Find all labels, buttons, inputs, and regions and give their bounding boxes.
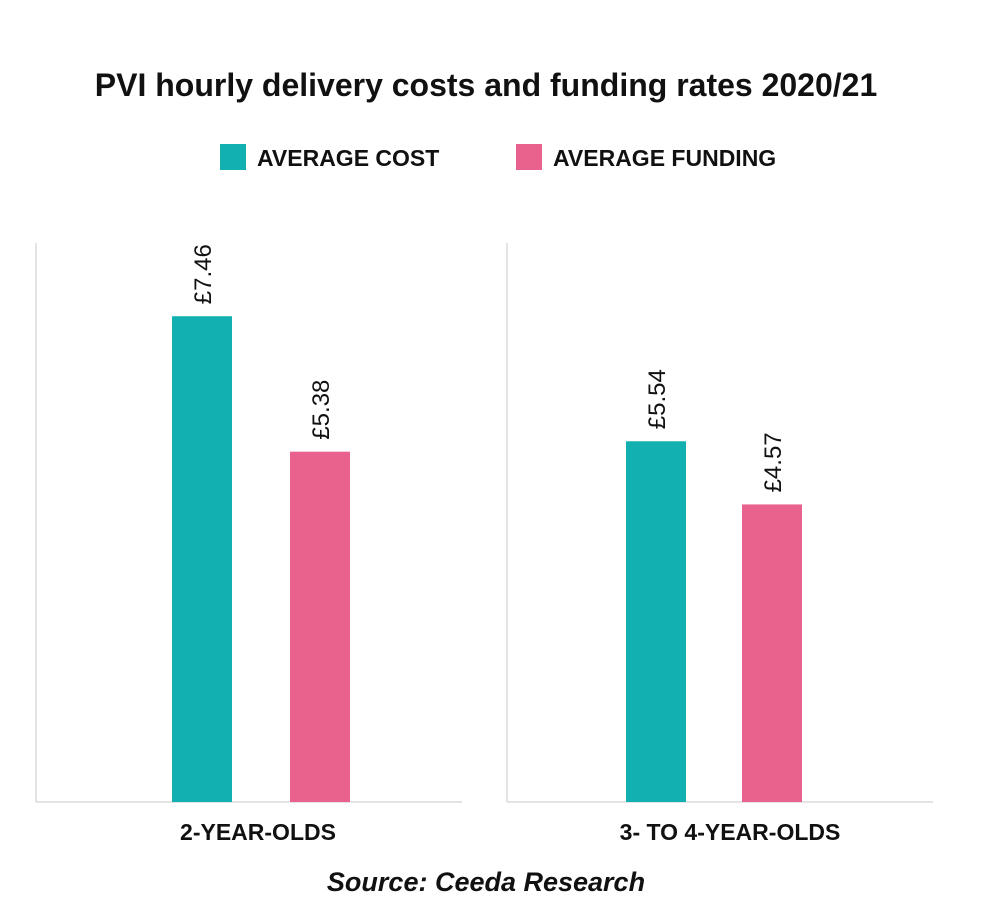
legend-swatch-average-funding: [516, 144, 542, 170]
bar-average-funding-2-year-olds: [290, 451, 350, 802]
chart-title: PVI hourly delivery costs and funding ra…: [95, 67, 878, 103]
panel-2-year-olds: [35, 243, 462, 803]
value-labels: £7.46 £5.38 £5.54 £4.57: [190, 244, 787, 492]
bar-average-cost-2-year-olds: [172, 316, 232, 802]
bar-average-funding-3-to-4-year-olds: [742, 504, 802, 802]
legend-swatch-average-cost: [220, 144, 246, 170]
legend-label-average-cost: AVERAGE COST: [257, 145, 439, 171]
value-label-average-funding-3-to-4-year-olds: £4.57: [760, 432, 787, 492]
panel-3-to-4-year-olds: [506, 243, 933, 803]
value-label-average-funding-2-year-olds: £5.38: [308, 380, 335, 440]
bars: [172, 316, 802, 802]
legend-label-average-funding: AVERAGE FUNDING: [553, 145, 776, 171]
legend: AVERAGE COST AVERAGE FUNDING: [220, 144, 776, 171]
value-label-average-cost-3-to-4-year-olds: £5.54: [644, 369, 671, 429]
value-label-average-cost-2-year-olds: £7.46: [190, 244, 217, 304]
category-label-3-to-4-year-olds: 3- TO 4-YEAR-OLDS: [620, 819, 841, 845]
category-label-2-year-olds: 2-YEAR-OLDS: [180, 819, 336, 845]
source-note: Source: Ceeda Research: [327, 867, 645, 897]
bar-average-cost-3-to-4-year-olds: [626, 441, 686, 802]
